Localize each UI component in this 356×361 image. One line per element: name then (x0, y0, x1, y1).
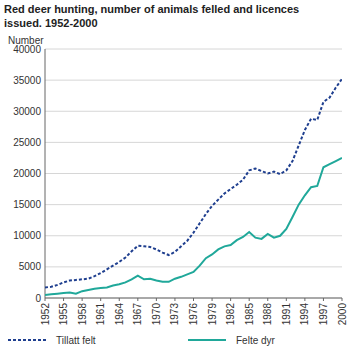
y-tick-label: 10000 (13, 230, 41, 241)
x-tick (82, 298, 83, 301)
chart: Number0500010000150002000025000300003500… (0, 0, 356, 361)
x-tick-label: 1976 (188, 303, 199, 326)
x-tick-label: 1973 (169, 303, 180, 326)
x-tick-label: 1994 (299, 303, 310, 326)
x-tick (212, 298, 213, 301)
x-tick-label: 1964 (114, 303, 125, 326)
grid-line (45, 235, 342, 236)
legend-swatch (188, 339, 226, 341)
x-tick (63, 298, 64, 301)
series-line (45, 79, 342, 288)
title: Red deer hunting, number of animals fell… (4, 2, 334, 30)
x-tick-label: 1991 (281, 303, 292, 326)
grid-line (45, 266, 342, 267)
x-tick-label: 1967 (132, 303, 143, 326)
x-tick-label: 1982 (225, 303, 236, 326)
grid-line (45, 80, 342, 81)
y-tick-label: 0 (35, 293, 41, 304)
y-axis (45, 49, 46, 298)
x-tick (156, 298, 157, 301)
x-tick (304, 298, 305, 301)
legend-label: Tillatt felt (56, 335, 96, 346)
legend-swatch (8, 339, 46, 341)
y-tick-label: 20000 (13, 168, 41, 179)
grid-line (45, 142, 342, 143)
x-tick-label: 1955 (58, 303, 69, 326)
y-tick-label: 5000 (19, 261, 42, 272)
x-tick (342, 298, 343, 301)
x-tick (286, 298, 287, 301)
grid-line (45, 111, 342, 112)
x-tick-label: 1988 (262, 303, 273, 326)
y-tick-label: 15000 (13, 199, 41, 210)
grid-line (45, 173, 342, 174)
x-tick-label: 2000 (337, 303, 348, 326)
x-tick-label: 1970 (151, 303, 162, 326)
grid-line (45, 49, 342, 50)
series-line (45, 158, 342, 295)
plot-area (45, 79, 342, 295)
x-tick (45, 298, 46, 301)
x-tick-label: 1985 (244, 303, 255, 326)
y-tick-label: 25000 (13, 137, 41, 148)
x-tick-label: 1958 (77, 303, 88, 326)
x-tick (323, 298, 324, 301)
x-tick (100, 298, 101, 301)
x-tick (267, 298, 268, 301)
y-tick-label: 30000 (13, 106, 41, 117)
x-tick (119, 298, 120, 301)
x-tick (174, 298, 175, 301)
y-tick-label: 40000 (13, 44, 41, 55)
x-tick (230, 298, 231, 301)
x-tick-label: 1961 (95, 303, 106, 326)
x-tick (137, 298, 138, 301)
legend-label: Felte dyr (236, 335, 276, 346)
x-tick (249, 298, 250, 301)
x-tick-label: 1952 (40, 303, 51, 326)
x-tick-label: 1997 (318, 303, 329, 326)
y-tick-label: 35000 (13, 75, 41, 86)
x-tick (193, 298, 194, 301)
x-tick-label: 1979 (207, 303, 218, 326)
